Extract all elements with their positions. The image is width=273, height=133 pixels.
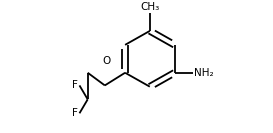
Text: NH₂: NH₂ [194,68,214,78]
Text: CH₃: CH₃ [140,2,159,12]
Text: F: F [72,80,78,90]
Text: F: F [72,108,78,118]
Text: O: O [102,56,111,66]
